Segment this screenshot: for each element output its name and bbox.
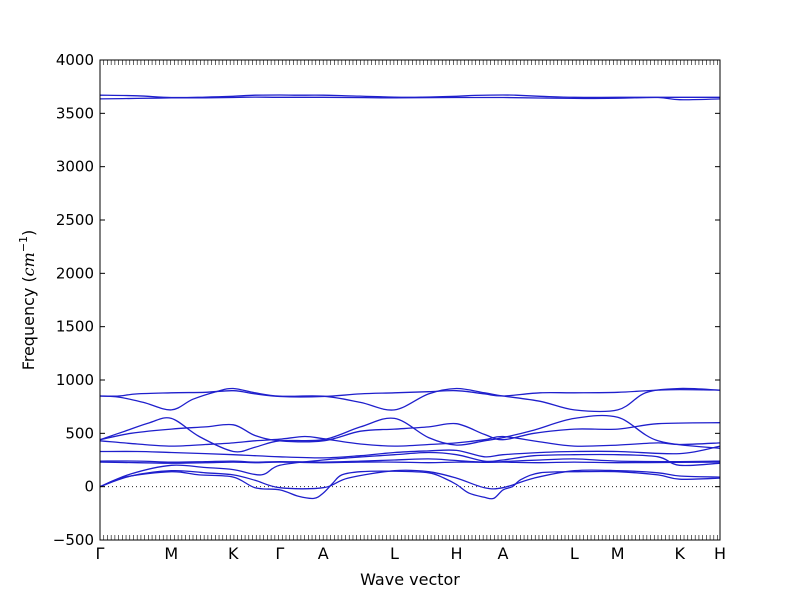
- k-point-label: K: [228, 544, 239, 563]
- plot-frame: [99, 59, 721, 541]
- y-tick-label: −500: [53, 531, 94, 549]
- y-tick-label: 4000: [56, 51, 94, 69]
- y-tick-label: 1500: [56, 318, 94, 336]
- k-point-label: M: [611, 544, 625, 563]
- k-point-label: L: [570, 544, 579, 563]
- band-line-11: [99, 451, 721, 488]
- band-line-13: [99, 470, 721, 500]
- y-tick-label: 3500: [56, 104, 94, 122]
- k-point-label: A: [318, 544, 329, 563]
- y-tick-label: 2500: [56, 211, 94, 229]
- band-line-3: [99, 388, 721, 398]
- y-axis-label-math: cm: [19, 252, 38, 276]
- y-axis-label-exp: −1: [17, 236, 30, 252]
- k-point-label: H: [450, 544, 462, 563]
- band-line-5: [99, 414, 721, 453]
- y-axis-label-close: ): [19, 230, 38, 236]
- band-line-7: [99, 435, 721, 447]
- band-line-12: [99, 469, 721, 490]
- band-line-10: [99, 461, 721, 464]
- k-point-label: H: [714, 544, 726, 563]
- band-line-2: [99, 96, 721, 101]
- y-axis-ticks: −500 0 500 1000 1500 2000 2500 3000 3500 4000: [53, 51, 720, 549]
- dispersion-series: [99, 94, 721, 500]
- k-point-label: A: [498, 544, 509, 563]
- x-axis-label: Wave vector: [360, 570, 460, 589]
- y-tick-label: 2000: [56, 264, 94, 282]
- band-line-9: [99, 458, 721, 463]
- band-line-8: [99, 445, 721, 459]
- y-tick-label: 3000: [56, 158, 94, 176]
- band-line-1: [99, 94, 720, 99]
- band-line-6: [99, 422, 721, 443]
- k-point-label: Γ: [96, 544, 105, 563]
- y-axis-label-main: Frequency (: [19, 276, 38, 370]
- k-point-label: Γ: [275, 544, 284, 563]
- k-point-label: K: [674, 544, 685, 563]
- y-tick-label: 1000: [56, 371, 94, 389]
- y-axis-label: Frequency (cm−1): [17, 230, 38, 371]
- y-tick-label: 0: [84, 478, 94, 496]
- y-tick-label: 500: [65, 424, 94, 442]
- k-point-label: L: [390, 544, 399, 563]
- band-line-4: [99, 387, 721, 413]
- k-point-label: M: [164, 544, 178, 563]
